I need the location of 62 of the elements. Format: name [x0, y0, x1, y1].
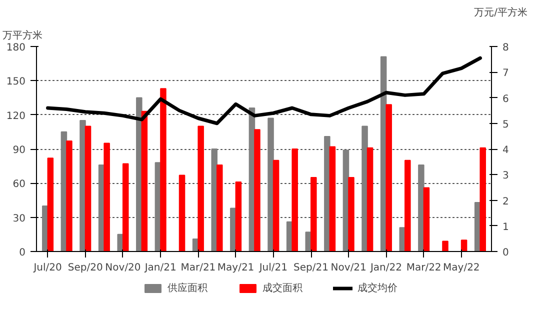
y-tick-label: 180 [6, 42, 26, 54]
y2-tick-label: 1 [502, 222, 509, 233]
x-tick-label: Sep/20 [68, 262, 103, 274]
bar [141, 110, 148, 252]
bar [292, 148, 298, 252]
bar [423, 187, 430, 252]
y2-tick-label: 5 [502, 119, 509, 130]
line-series [46, 56, 482, 126]
x-tick-label: Jul/20 [32, 262, 62, 274]
y2-tick-label: 3 [502, 170, 509, 182]
x-tick-label: Jan/21 [144, 262, 176, 274]
legend-label: 成交均价 [358, 282, 398, 295]
bar [310, 176, 317, 252]
bar [386, 104, 392, 252]
bar [418, 164, 424, 252]
bar [362, 126, 368, 252]
y-tick-label: 60 [12, 179, 26, 190]
y2-axis-title: 万元/平方米 [474, 6, 528, 18]
x-tick-label: May/22 [443, 262, 480, 274]
bar [329, 146, 336, 252]
legend-label: 供应面积 [168, 282, 208, 295]
bar [480, 147, 486, 252]
y-tick-label: 0 [19, 248, 26, 258]
x-tick-label: May/21 [217, 262, 254, 274]
bar [442, 240, 448, 252]
y2-tick-label: 6 [502, 94, 509, 105]
y2-tick-label: 0 [502, 248, 509, 258]
bar [216, 164, 223, 252]
bar [268, 118, 274, 252]
x-tick-label: Jul/21 [258, 262, 288, 274]
x-tick-label: Nov/21 [330, 262, 366, 274]
bar [272, 160, 280, 252]
bar [104, 142, 110, 252]
bar [47, 158, 54, 252]
bar [254, 129, 260, 252]
y2-tick-label: 2 [502, 196, 509, 208]
x-tick-label: Mar/21 [180, 262, 216, 274]
y-tick-label: 90 [12, 145, 26, 156]
x-tick-label: Nov/20 [105, 262, 141, 274]
bar [122, 163, 129, 252]
y-axis-title: 万平方米 [2, 30, 42, 42]
y2-tick-label: 8 [502, 42, 509, 54]
bar [460, 240, 468, 252]
bar [366, 147, 374, 252]
y2-tick-label: 4 [502, 145, 509, 156]
x-tick-label: Mar/22 [406, 262, 442, 274]
legend-label: 成交面积 [262, 282, 302, 295]
bar [66, 140, 72, 252]
y-tick-label: 150 [6, 76, 26, 88]
bar [178, 174, 186, 252]
bar [348, 176, 354, 252]
bar [404, 160, 411, 252]
x-tick-label: Sep/21 [294, 262, 328, 274]
bar [160, 88, 166, 252]
y-tick-label: 30 [12, 213, 26, 224]
bar [84, 126, 92, 252]
bar [198, 126, 204, 252]
y-tick-label: 120 [6, 110, 26, 122]
bar [211, 148, 218, 252]
bar [235, 182, 242, 252]
x-tick-label: Jan/22 [369, 262, 402, 274]
y2-tick-label: 7 [502, 68, 509, 80]
